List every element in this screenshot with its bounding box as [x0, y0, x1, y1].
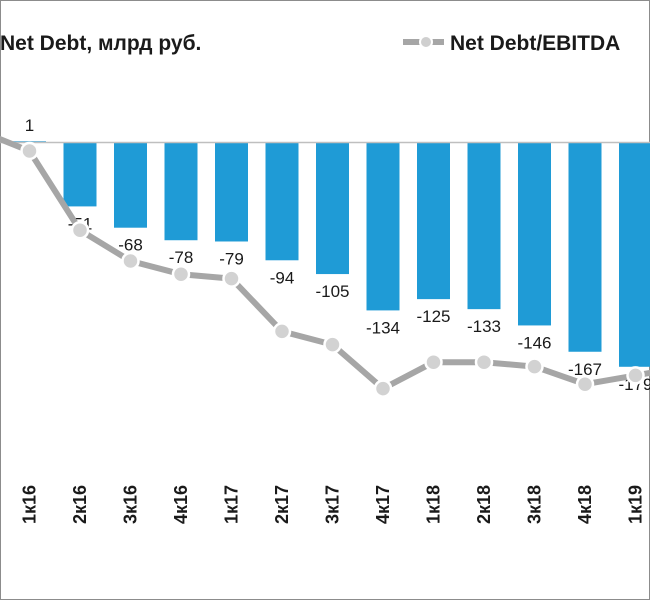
x-tick-3: 4к16 — [171, 485, 191, 524]
bar-1 — [63, 142, 97, 207]
ratio-point-5 — [272, 322, 292, 341]
x-tick-4: 1к17 — [222, 485, 242, 524]
bar-label-5: -94 — [270, 268, 295, 287]
bar-5 — [265, 142, 299, 261]
x-tick-6: 3к17 — [323, 485, 343, 524]
ratio-point-0 — [20, 141, 39, 161]
legend: Net Debt, млрд руб. Net Debt/EBITDA — [0, 32, 620, 55]
x-tick-1: 2к16 — [70, 485, 90, 524]
ratio-point-6 — [323, 335, 342, 354]
ratio-point-8 — [424, 352, 443, 372]
ratio-point-4 — [222, 269, 241, 288]
x-tick-12: 1к19 — [626, 485, 646, 524]
bar-6 — [316, 142, 349, 275]
bar-label-0: 1 — [25, 116, 34, 135]
x-tick-0: 1к16 — [20, 485, 40, 524]
legend-label-line: Net Debt/EBITDA — [450, 32, 620, 55]
bar-label-2: -68 — [118, 236, 143, 255]
bar-7 — [366, 142, 400, 311]
ratio-point-2 — [121, 251, 140, 271]
legend-label-bar: Net Debt, млрд руб. — [0, 32, 201, 55]
bar-label-6: -105 — [315, 282, 349, 301]
bar-2 — [114, 142, 147, 228]
x-tick-7: 4к17 — [373, 485, 393, 524]
bar-label-8: -125 — [416, 307, 450, 326]
bar-label-4: -79 — [219, 249, 244, 268]
ratio-point-9 — [474, 352, 494, 372]
bar-label-7: -134 — [366, 318, 400, 337]
bar-11 — [568, 142, 602, 352]
x-tick-10: 3к18 — [525, 485, 545, 524]
legend-swatch-marker — [419, 35, 433, 49]
bar-label-9: -133 — [467, 317, 501, 336]
bar-4 — [215, 142, 248, 242]
x-tick-labels: 1к16 2к16 3к16 4к16 1к17 2к17 3к17 4к17 1к18 2к18… — [20, 485, 646, 524]
bar-12 — [619, 142, 650, 367]
bar-label-10: -146 — [517, 333, 551, 352]
bar-label-11: -167 — [568, 360, 602, 379]
x-tick-2: 3к16 — [121, 485, 141, 524]
bar-label-3: -78 — [169, 248, 194, 267]
x-tick-9: 2к18 — [474, 485, 494, 524]
bar-8 — [417, 142, 450, 300]
ratio-point-7 — [373, 379, 393, 398]
ratio-point-10 — [525, 357, 544, 376]
bar-3 — [164, 142, 198, 241]
bars — [13, 141, 650, 367]
bar-10 — [518, 142, 551, 326]
ratio-point-12 — [626, 366, 645, 385]
x-tick-5: 2к17 — [272, 485, 292, 524]
bar-9 — [467, 142, 501, 310]
x-tick-8: 1к18 — [424, 485, 444, 524]
x-tick-11: 4к18 — [575, 485, 595, 524]
ratio-point-11 — [575, 374, 595, 394]
ratio-point-1 — [70, 220, 90, 240]
ratio-point-3 — [171, 264, 191, 284]
ratio-line — [0, 135, 650, 398]
